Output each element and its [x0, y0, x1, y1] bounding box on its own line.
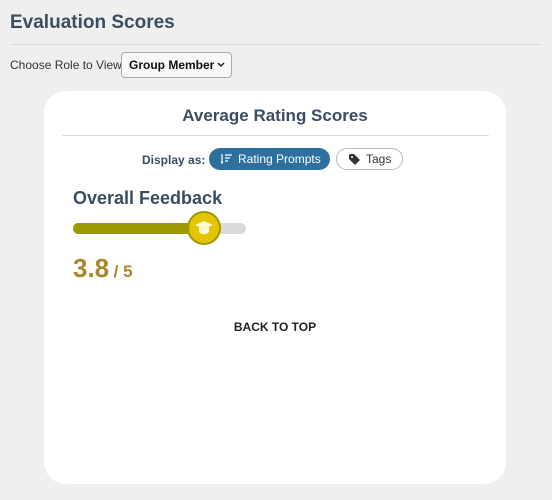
list-icon: [221, 154, 232, 164]
score-knob: [187, 211, 222, 245]
score-value: 3.8: [73, 253, 110, 283]
score-max: 5: [123, 262, 133, 281]
option-label: Rating Prompts: [238, 152, 321, 166]
chevron: [217, 62, 225, 68]
score-separator: /: [113, 262, 119, 281]
card-title: Average Rating Scores: [182, 106, 368, 125]
card: Average Rating Scores Display as: Rating…: [44, 91, 506, 484]
score: 3.8 / 5: [73, 253, 133, 284]
back-to-top[interactable]: BACK TO TOP: [233, 320, 317, 334]
divider: [62, 135, 489, 136]
page-title: Evaluation Scores: [10, 12, 175, 33]
option-label: Tags: [366, 152, 392, 166]
tag-icon: [349, 154, 360, 165]
cap-icon: [195, 221, 214, 235]
feedback-title: Overall Feedback: [73, 188, 223, 208]
display-label: Display as:: [142, 153, 206, 167]
role-select[interactable]: Group Member: [121, 52, 232, 78]
role-selected: Group Member: [129, 58, 215, 72]
role-label: Choose Role to View:: [10, 58, 126, 72]
score-fill: [73, 223, 205, 234]
display-option[interactable]: Rating Prompts: [209, 148, 330, 170]
divider: [10, 44, 542, 45]
display-option[interactable]: Tags: [336, 148, 403, 170]
score-track: [73, 211, 246, 245]
